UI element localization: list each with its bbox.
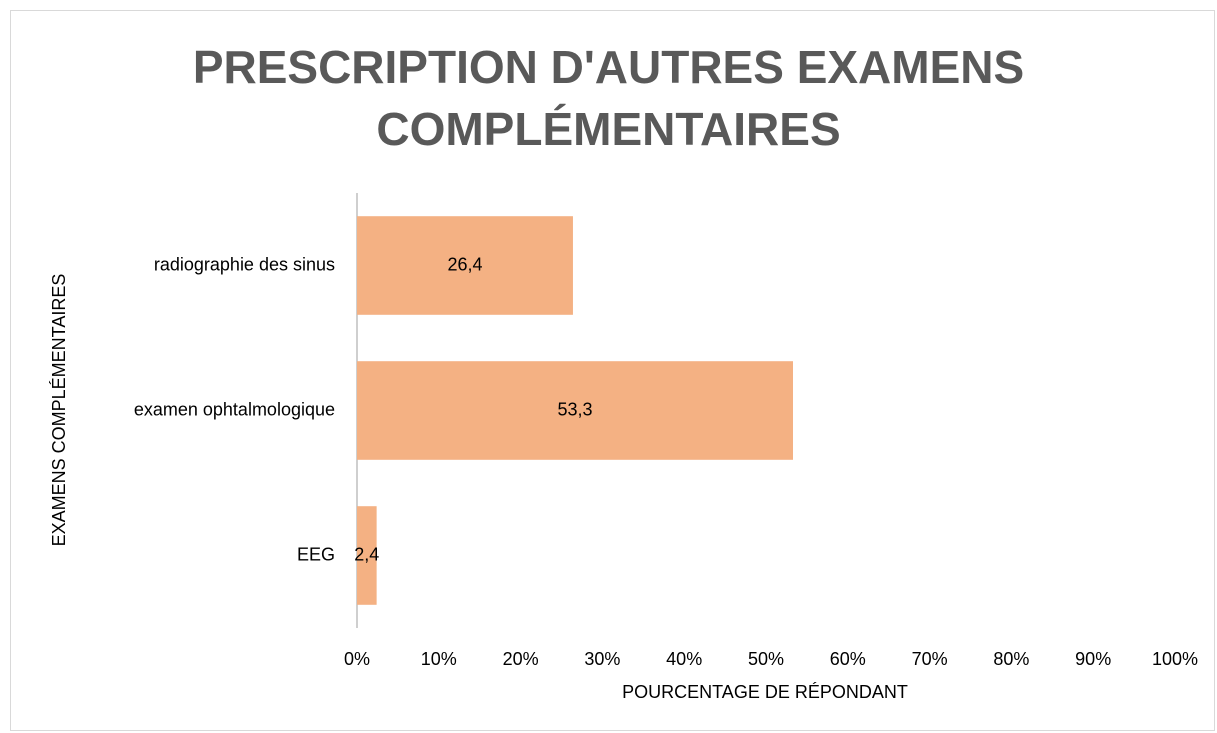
x-tick-label: 20%	[503, 649, 539, 669]
y-tick-label: radiographie des sinus	[154, 254, 335, 274]
x-tick-label: 50%	[748, 649, 784, 669]
bar	[357, 506, 377, 605]
bar	[357, 361, 793, 460]
x-axis-label: POURCENTAGE DE RÉPONDANT	[622, 682, 908, 702]
chart-title: PRESCRIPTION D'AUTRES EXAMENS COMPLÉMENT…	[192, 41, 1025, 155]
x-tick-label: 90%	[1075, 649, 1111, 669]
x-tick-label: 30%	[584, 649, 620, 669]
x-tick-label: 40%	[666, 649, 702, 669]
y-tick-label: EEG	[297, 544, 335, 564]
x-tick-label: 80%	[993, 649, 1029, 669]
x-tick-label: 60%	[830, 649, 866, 669]
x-tick-label: 0%	[344, 649, 370, 669]
chart-frame	[10, 10, 1215, 731]
data-label: 2,4	[354, 544, 379, 564]
data-label: 53,3	[557, 399, 592, 419]
data-label: 26,4	[447, 254, 482, 274]
y-tick-label: examen ophtalmologique	[134, 399, 335, 419]
y-axis-label: EXAMENS COMPLÉMENTAIRES	[49, 274, 69, 547]
x-tick-label: 70%	[912, 649, 948, 669]
x-tick-label: 100%	[1152, 649, 1198, 669]
bar	[357, 216, 573, 315]
x-tick-label: 10%	[421, 649, 457, 669]
